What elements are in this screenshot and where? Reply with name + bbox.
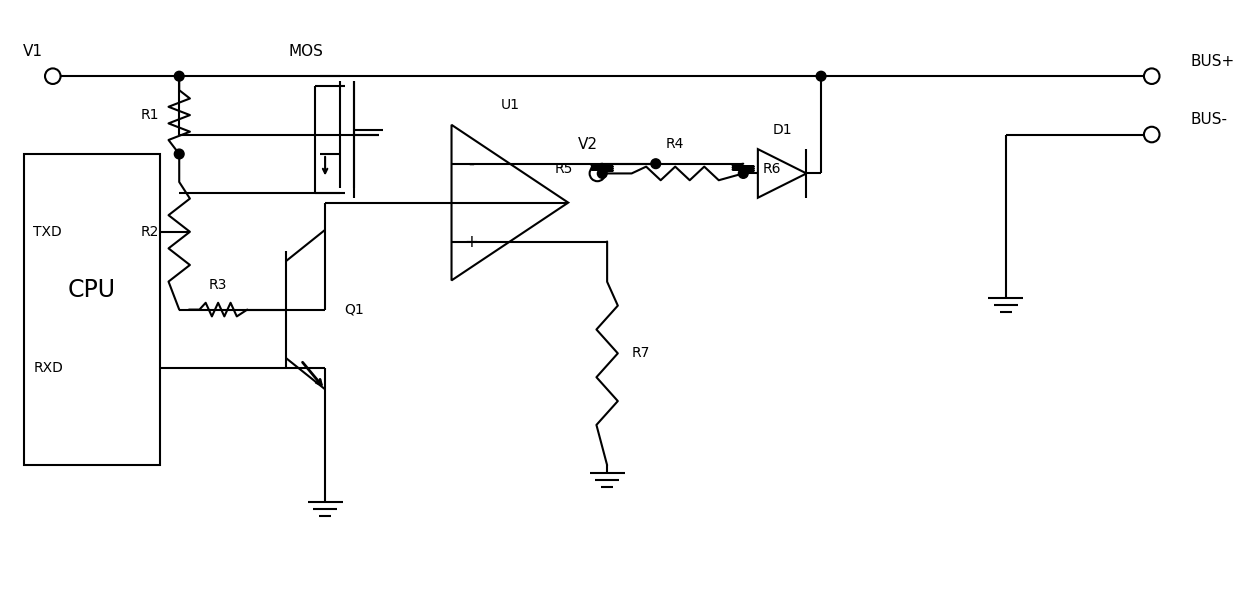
Circle shape xyxy=(816,71,826,81)
Circle shape xyxy=(175,149,184,159)
Text: R5: R5 xyxy=(554,162,573,176)
Text: BUS+: BUS+ xyxy=(1190,54,1235,69)
Text: V1: V1 xyxy=(24,44,43,60)
Text: R6: R6 xyxy=(763,162,781,176)
Text: R1: R1 xyxy=(141,108,159,122)
Text: R3: R3 xyxy=(208,278,227,292)
Text: R2: R2 xyxy=(141,225,159,239)
Text: R7: R7 xyxy=(631,346,650,360)
Text: D1: D1 xyxy=(773,123,792,137)
Text: Q1: Q1 xyxy=(345,303,365,317)
Text: -: - xyxy=(467,155,474,173)
Text: R4: R4 xyxy=(666,137,684,151)
Text: BUS-: BUS- xyxy=(1190,113,1228,127)
Bar xyxy=(24,154,160,465)
Circle shape xyxy=(598,169,608,178)
Circle shape xyxy=(651,159,661,169)
Text: CPU: CPU xyxy=(68,278,115,302)
Circle shape xyxy=(738,169,748,178)
Circle shape xyxy=(175,71,184,81)
Text: U1: U1 xyxy=(501,99,520,112)
Text: RXD: RXD xyxy=(33,361,63,375)
Text: MOS: MOS xyxy=(288,44,324,60)
Text: V2: V2 xyxy=(578,137,598,152)
Text: +: + xyxy=(464,232,477,251)
Text: TXD: TXD xyxy=(33,225,62,239)
